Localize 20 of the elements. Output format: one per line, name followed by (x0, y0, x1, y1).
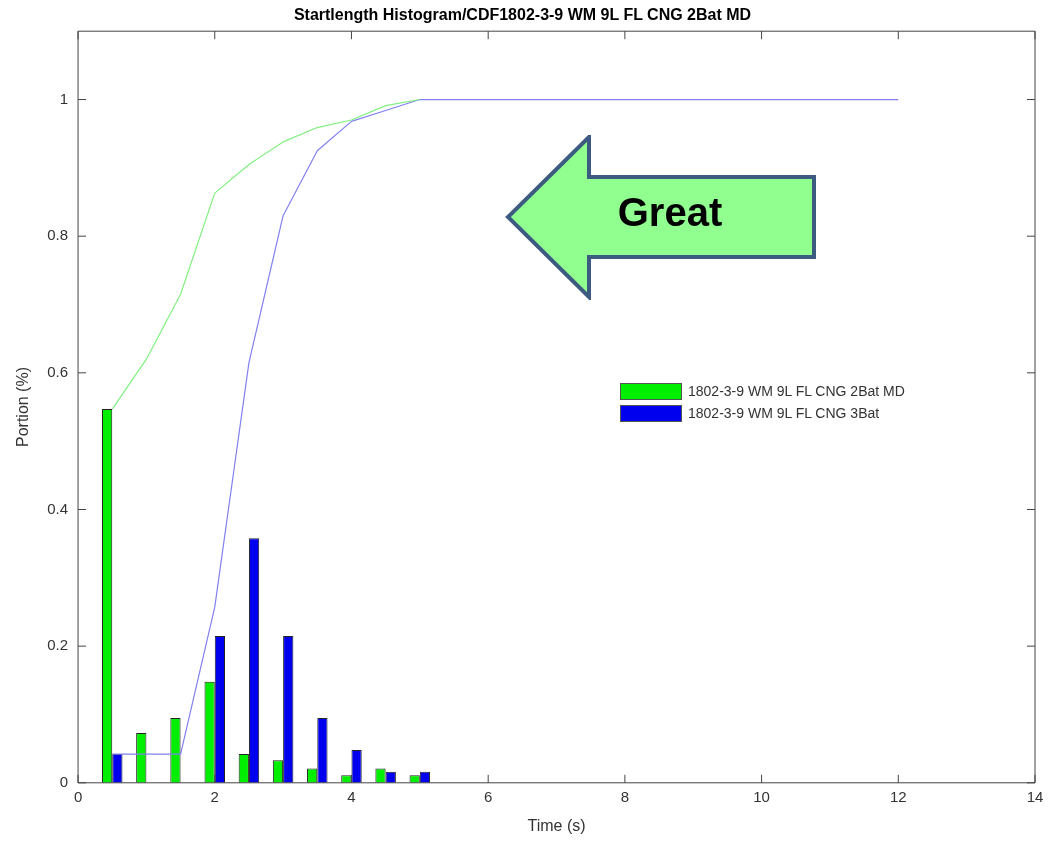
x-tick-label: 8 (620, 787, 630, 805)
x-tick-label: 14 (1026, 787, 1044, 805)
y-tick-label: 0.6 (47, 362, 69, 380)
annotation: Great (616, 190, 724, 235)
y-axis-title: Portion (%) (14, 366, 32, 448)
chart-title: Startlength Histogram/CDF1802-3-9 WM 9L FL CNG 2Bat MD (293, 6, 752, 24)
y-tick-label: 0.4 (47, 499, 69, 517)
y-tick-label: 0.8 (47, 226, 69, 244)
x-tick-label: 6 (484, 787, 493, 805)
x-tick-label: 2 (210, 787, 219, 805)
x-tick-label: 10 (753, 787, 770, 805)
legend-label: 1802-3-9 WM 9L FL CNG 2Bat MD (688, 383, 905, 399)
y-tick-label: 0 (59, 772, 69, 790)
x-tick-label: 12 (889, 787, 907, 805)
x-tick-label: 0 (73, 787, 83, 805)
y-tick-label: 0.2 (47, 636, 69, 654)
y-tick-label: 1 (59, 89, 69, 107)
x-tick-label: 4 (347, 787, 356, 805)
x-axis-title: Time (s) (527, 816, 586, 834)
legend-label: 1802-3-9 WM 9L FL CNG 3Bat (688, 405, 880, 421)
